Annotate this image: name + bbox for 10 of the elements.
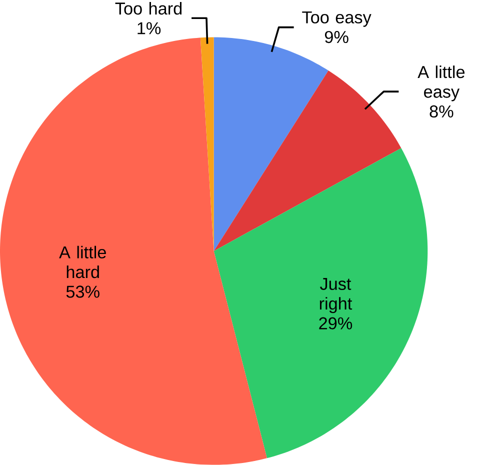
slice-label: A little easy: [418, 66, 465, 102]
data-label: 9%: [324, 31, 348, 44]
data-label: 8%: [430, 105, 454, 118]
slice-label: A little hard: [59, 246, 106, 278]
slice-label: Too easy: [302, 12, 372, 27]
data-label: 1%: [138, 22, 161, 34]
slice-label: Too hard: [115, 2, 182, 15]
slice-label: Just right: [320, 278, 352, 314]
data-label: 53%: [66, 286, 100, 298]
data-label: 29%: [319, 317, 352, 330]
